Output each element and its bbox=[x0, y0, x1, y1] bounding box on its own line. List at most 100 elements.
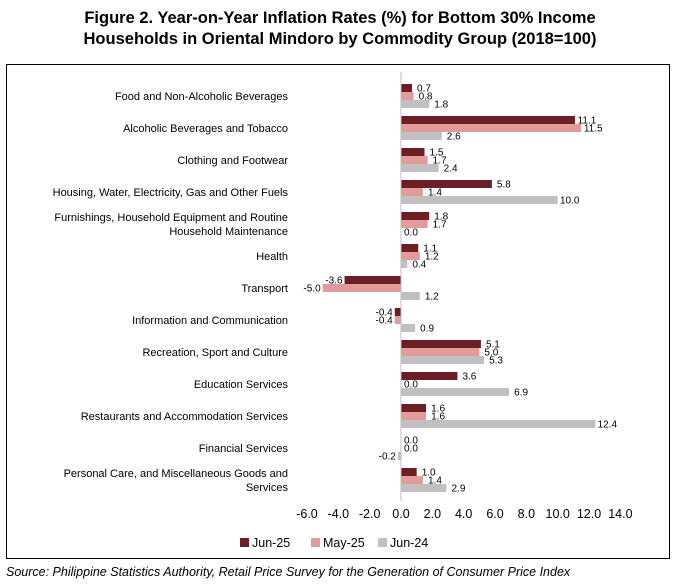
legend-label-jun-24: Jun-24 bbox=[390, 536, 428, 550]
bar-jun-25-personal-care-and-miscellaneous-goods-and bbox=[401, 468, 417, 476]
chart-frame bbox=[6, 64, 670, 559]
bar-may-25-restaurants-and-accommodation-services bbox=[401, 412, 427, 420]
data-label-jun-24-housing-water-electricity-gas-and-other-fuels: 10.0 bbox=[560, 196, 580, 207]
data-label-jun-25-transport: -3.6 bbox=[325, 276, 343, 287]
bar-jun-25-information-and-communication bbox=[394, 308, 401, 316]
chart-title-line-1: Figure 2. Year-on-Year Inflation Rates (… bbox=[84, 9, 596, 27]
data-label-jun-24-restaurants-and-accommodation-services: 12.4 bbox=[598, 420, 618, 431]
data-label-may-25-clothing-and-footwear: 1.7 bbox=[433, 156, 447, 167]
category-label-recreation-sport-and-culture: Recreation, Sport and Culture bbox=[142, 347, 288, 359]
category-label-personal-care-and-miscellaneous-goods-and-line-2: Services bbox=[246, 482, 289, 494]
data-label-jun-25-furnishings-household-equipment-and-routine: 1.8 bbox=[434, 212, 448, 223]
data-label-jun-24-education-services: 6.9 bbox=[514, 388, 528, 399]
category-label-health: Health bbox=[256, 251, 288, 263]
data-label-jun-25-financial-services: 0.0 bbox=[404, 436, 418, 447]
category-label-furnishings-household-equipment-and-routine-line-2: Household Maintenance bbox=[169, 226, 288, 238]
x-tick-label-14-0: 14.0 bbox=[608, 507, 632, 521]
bar-jun-25-education-services bbox=[401, 372, 458, 380]
bar-jun-24-recreation-sport-and-culture bbox=[401, 356, 485, 364]
bar-jun-25-food-and-non-alcoholic-beverages bbox=[401, 84, 412, 92]
bar-may-25-recreation-sport-and-culture bbox=[401, 348, 480, 356]
data-label-jun-25-information-and-communication: -0.4 bbox=[375, 308, 393, 319]
category-label-education-services: Education Services bbox=[194, 379, 289, 391]
bar-jun-25-housing-water-electricity-gas-and-other-fuels bbox=[401, 180, 492, 188]
data-label-jun-25-restaurants-and-accommodation-services: 1.6 bbox=[431, 404, 445, 415]
x-tick-label-10-0: 10.0 bbox=[546, 507, 570, 521]
bar-jun-24-transport bbox=[401, 292, 420, 300]
data-label-may-25-information-and-communication: -0.4 bbox=[375, 316, 393, 327]
bar-may-25-furnishings-household-equipment-and-routine bbox=[401, 220, 428, 228]
bar-jun-25-transport bbox=[344, 276, 401, 284]
category-label-information-and-communication: Information and Communication bbox=[132, 315, 288, 327]
source-note: Source: Philippine Statistics Authority,… bbox=[6, 565, 571, 579]
data-label-may-25-transport: -5.0 bbox=[303, 284, 321, 295]
bar-jun-24-information-and-communication bbox=[401, 324, 416, 332]
bar-jun-24-food-and-non-alcoholic-beverages bbox=[401, 100, 430, 108]
legend-label-may-25: May-25 bbox=[323, 536, 365, 550]
bar-jun-24-personal-care-and-miscellaneous-goods-and bbox=[401, 484, 447, 492]
data-label-jun-24-clothing-and-footwear: 2.4 bbox=[444, 164, 458, 175]
bar-may-25-transport bbox=[322, 284, 401, 292]
data-label-jun-25-personal-care-and-miscellaneous-goods-and: 1.0 bbox=[422, 468, 436, 479]
data-label-jun-24-information-and-communication: 0.9 bbox=[420, 324, 434, 335]
category-label-clothing-and-footwear: Clothing and Footwear bbox=[177, 155, 288, 167]
category-label-transport: Transport bbox=[241, 283, 288, 295]
bar-jun-24-education-services bbox=[401, 388, 510, 396]
data-label-jun-25-food-and-non-alcoholic-beverages: 0.7 bbox=[417, 84, 431, 95]
data-label-may-25-financial-services: 0.0 bbox=[404, 444, 418, 455]
chart-title: Figure 2. Year-on-Year Inflation Rates (… bbox=[0, 8, 680, 50]
bar-may-25-personal-care-and-miscellaneous-goods-and bbox=[401, 476, 423, 484]
data-label-may-25-restaurants-and-accommodation-services: 1.6 bbox=[431, 412, 445, 423]
bar-jun-25-alcoholic-beverages-and-tobacco bbox=[401, 116, 575, 124]
data-label-jun-25-housing-water-electricity-gas-and-other-fuels: 5.8 bbox=[497, 180, 511, 191]
data-label-jun-24-food-and-non-alcoholic-beverages: 1.8 bbox=[434, 100, 448, 111]
x-tick-label-neg-2-0: -2.0 bbox=[359, 507, 381, 521]
bar-jun-24-clothing-and-footwear bbox=[401, 164, 439, 172]
bar-jun-24-housing-water-electricity-gas-and-other-fuels bbox=[401, 196, 558, 204]
x-tick-label-12-0: 12.0 bbox=[577, 507, 601, 521]
data-label-jun-25-recreation-sport-and-culture: 5.1 bbox=[486, 340, 500, 351]
category-label-financial-services: Financial Services bbox=[199, 443, 289, 455]
bar-jun-25-furnishings-household-equipment-and-routine bbox=[401, 212, 430, 220]
bar-jun-24-financial-services bbox=[397, 452, 401, 460]
data-label-may-25-education-services: 0.0 bbox=[404, 380, 418, 391]
data-label-may-25-food-and-non-alcoholic-beverages: 0.8 bbox=[419, 92, 433, 103]
bar-jun-25-recreation-sport-and-culture bbox=[401, 340, 481, 348]
bar-may-25-clothing-and-footwear bbox=[401, 156, 428, 164]
data-label-jun-24-financial-services: -0.2 bbox=[379, 452, 397, 463]
data-label-jun-24-transport: 1.2 bbox=[425, 292, 439, 303]
category-label-housing-water-electricity-gas-and-other-fuels: Housing, Water, Electricity, Gas and Oth… bbox=[53, 187, 289, 199]
category-label-restaurants-and-accommodation-services: Restaurants and Accommodation Services bbox=[81, 411, 289, 423]
x-tick-label-0-0: 0.0 bbox=[392, 507, 409, 521]
category-label-personal-care-and-miscellaneous-goods-and: Personal Care, and Miscellaneous Goods a… bbox=[64, 468, 288, 480]
bar-may-25-housing-water-electricity-gas-and-other-fuels bbox=[401, 188, 423, 196]
data-label-jun-25-clothing-and-footwear: 1.5 bbox=[430, 148, 444, 159]
data-label-jun-25-health: 1.1 bbox=[423, 244, 437, 255]
x-tick-label-6-0: 6.0 bbox=[486, 507, 503, 521]
bar-may-25-food-and-non-alcoholic-beverages bbox=[401, 92, 414, 100]
x-tick-label-4-0: 4.0 bbox=[455, 507, 472, 521]
x-tick-label-neg-4-0: -4.0 bbox=[328, 507, 350, 521]
bar-may-25-health bbox=[401, 252, 420, 260]
bar-jun-24-restaurants-and-accommodation-services bbox=[401, 420, 596, 428]
x-tick-label-neg-6-0: -6.0 bbox=[296, 507, 318, 521]
data-label-jun-24-furnishings-household-equipment-and-routine: 0.0 bbox=[404, 228, 418, 239]
legend-swatch-may-25 bbox=[311, 538, 320, 547]
legend-swatch-jun-25 bbox=[240, 538, 249, 547]
bar-jun-25-health bbox=[401, 244, 419, 252]
data-label-jun-25-education-services: 3.6 bbox=[462, 372, 476, 383]
chart-title-line-2: Households in Oriental Mindoro by Commod… bbox=[83, 30, 597, 48]
x-tick-label-8-0: 8.0 bbox=[518, 507, 535, 521]
data-label-jun-24-personal-care-and-miscellaneous-goods-and: 2.9 bbox=[451, 484, 465, 495]
category-label-furnishings-household-equipment-and-routine: Furnishings, Household Equipment and Rou… bbox=[54, 212, 288, 224]
data-label-may-25-health: 1.2 bbox=[425, 252, 439, 263]
data-label-jun-24-recreation-sport-and-culture: 5.3 bbox=[489, 356, 503, 367]
category-label-alcoholic-beverages-and-tobacco: Alcoholic Beverages and Tobacco bbox=[123, 123, 288, 135]
data-label-may-25-personal-care-and-miscellaneous-goods-and: 1.4 bbox=[428, 476, 442, 487]
data-label-may-25-furnishings-household-equipment-and-routine: 1.7 bbox=[433, 220, 447, 231]
data-label-jun-25-alcoholic-beverages-and-tobacco: 11.1 bbox=[578, 116, 597, 127]
data-label-may-25-alcoholic-beverages-and-tobacco: 11.5 bbox=[584, 124, 603, 135]
data-label-may-25-recreation-sport-and-culture: 5.0 bbox=[484, 348, 498, 359]
bar-jun-24-health bbox=[401, 260, 408, 268]
